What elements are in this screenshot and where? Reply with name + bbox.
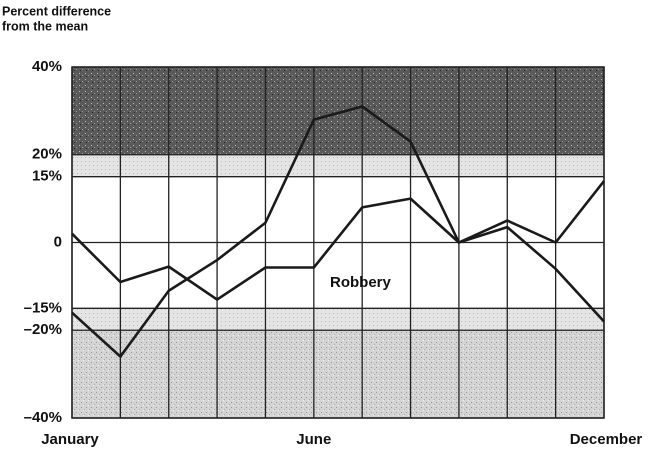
line-series: [71, 180, 606, 301]
y-axis-title: from the mean: [2, 19, 88, 33]
y-axis-title: Percent difference: [2, 4, 111, 18]
y-tick-label: 40%: [32, 58, 62, 75]
y-tick-label: –20%: [24, 321, 62, 338]
y-tick-label: 20%: [32, 146, 62, 163]
band: [72, 67, 604, 155]
y-tick-label: –15%: [24, 299, 62, 316]
x-tick-label: January: [41, 431, 99, 448]
y-tick-label: 15%: [32, 168, 62, 185]
band: [72, 242, 604, 309]
y-tick-label: –40%: [24, 409, 62, 426]
x-tick-label: June: [296, 431, 331, 448]
y-tick-label: 0: [54, 233, 62, 250]
band: [72, 330, 604, 418]
background-bands: [72, 67, 604, 418]
x-tick-label: December: [570, 431, 643, 448]
band: [72, 176, 604, 243]
series-label: Robbery: [330, 274, 392, 291]
plot-frame: [71, 66, 605, 419]
band: [72, 308, 604, 331]
band: [72, 154, 604, 177]
line-series: [71, 105, 605, 358]
